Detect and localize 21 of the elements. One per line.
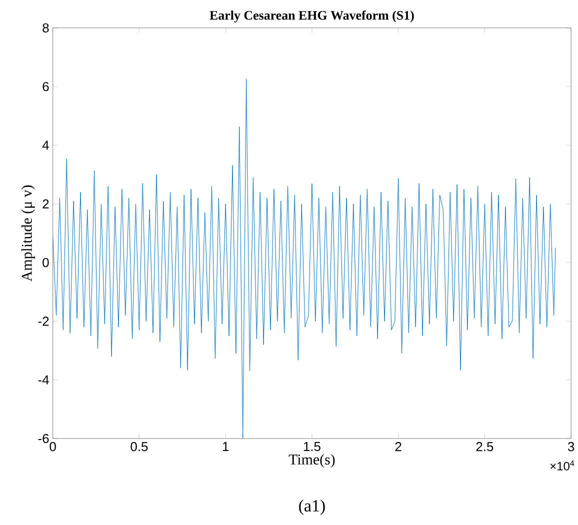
chart-title: Early Cesarean EHG Waveform (S1) bbox=[210, 10, 414, 22]
line-series bbox=[52, 78, 556, 438]
x-tick-label: 2 bbox=[395, 442, 402, 451]
y-tick-label: 6 bbox=[42, 82, 49, 92]
x-tick-label: 2.5 bbox=[476, 442, 494, 452]
y-tick-label: -2 bbox=[38, 316, 49, 326]
x-tick-label: 3 bbox=[568, 442, 574, 452]
y-tick-label: 8 bbox=[42, 23, 49, 32]
x-tick-label: 0.5 bbox=[130, 442, 148, 452]
x-tick-label: 1 bbox=[222, 442, 229, 451]
y-axis-title: Amplitude (μ v) bbox=[21, 185, 35, 282]
y-tick-label: -6 bbox=[38, 434, 49, 443]
y-tick-label: -4 bbox=[38, 375, 49, 384]
text: (a1) bbox=[299, 499, 325, 515]
x-axis-title: Time(s) bbox=[288, 454, 335, 468]
x-tick-label: 1.5 bbox=[304, 442, 320, 451]
text: ×10$^{4}$ bbox=[550, 460, 574, 470]
y-tick-label: 4 bbox=[42, 140, 49, 150]
x-tick-label: 0 bbox=[50, 442, 56, 452]
y-tick-label: 2 bbox=[42, 199, 49, 208]
y-tick-label: 0 bbox=[42, 258, 49, 268]
